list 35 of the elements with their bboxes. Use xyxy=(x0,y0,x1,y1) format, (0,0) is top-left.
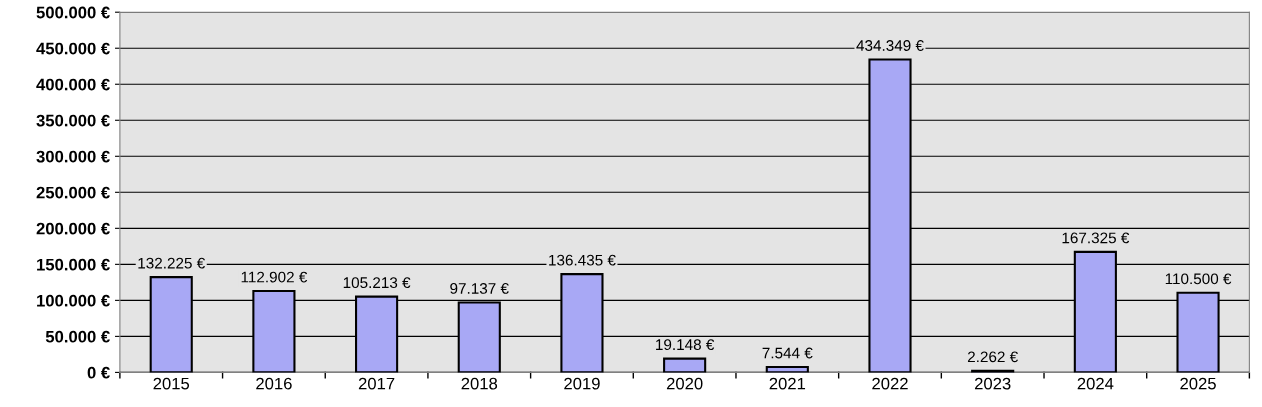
x-tick-label: 2025 xyxy=(1180,377,1216,390)
y-tick-label: 0 € xyxy=(87,366,110,379)
x-tick-label: 2015 xyxy=(153,377,190,390)
y-tick-label: 450.000 € xyxy=(36,42,110,55)
data-label: 19.148 € xyxy=(656,339,715,351)
data-label: 97.137 € xyxy=(450,283,509,294)
x-tick-label: 2022 xyxy=(872,377,908,390)
data-label: 136.435 € xyxy=(549,254,616,266)
data-label: 7.544 € xyxy=(762,347,813,359)
y-tick-label: 500.000 € xyxy=(36,6,110,19)
y-tick-label: 150.000 € xyxy=(37,258,110,271)
bar xyxy=(663,357,707,373)
x-tick-label: 2019 xyxy=(564,377,600,390)
x-tick-label: 2017 xyxy=(358,377,395,390)
x-tick-label: 2016 xyxy=(256,377,292,390)
y-tick-label: 400.000 € xyxy=(36,78,110,91)
x-tick-label: 2018 xyxy=(461,377,498,390)
data-label: 2.262 € xyxy=(967,351,1018,363)
y-tick-label: 350.000 € xyxy=(36,114,110,127)
y-tick-label: 100.000 € xyxy=(37,294,110,307)
data-label: 105.213 € xyxy=(343,277,411,289)
data-label: 112.902 € xyxy=(241,271,308,283)
y-tick-label: 250.000 € xyxy=(36,186,110,199)
y-tick-label: 300.000 € xyxy=(36,150,110,163)
x-tick-label: 2023 xyxy=(974,377,1011,390)
bar xyxy=(765,365,809,373)
data-label: 167.325 € xyxy=(1062,232,1130,244)
data-label: 110.500 € xyxy=(1165,273,1232,285)
data-label: 434.349 € xyxy=(856,40,924,51)
x-tick-label: 2020 xyxy=(666,377,703,390)
x-tick-label: 2021 xyxy=(769,377,806,390)
x-tick-label: 2024 xyxy=(1077,377,1114,390)
data-label: 132.225 € xyxy=(138,257,205,269)
y-tick-label: 200.000 € xyxy=(36,222,110,235)
y-tick-label: 50.000 € xyxy=(45,330,110,343)
